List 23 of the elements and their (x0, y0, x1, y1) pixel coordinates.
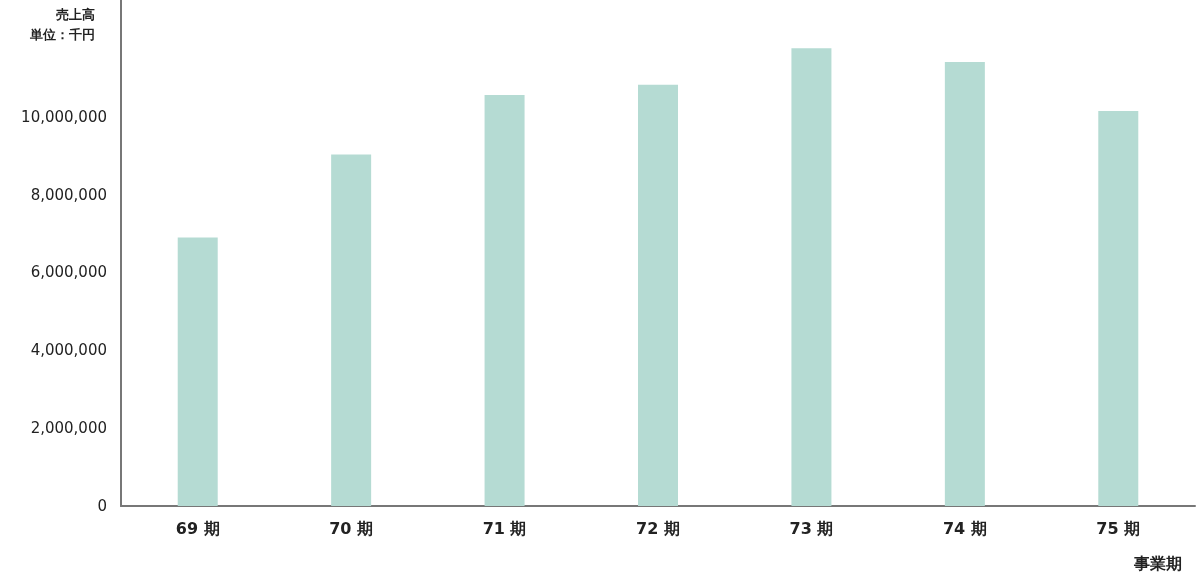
x-tick-label: 74 期 (942, 518, 987, 538)
y-tick-label: 2,000,000 (30, 419, 107, 438)
x-tick-label: 70 期 (329, 518, 374, 538)
bar (944, 61, 985, 506)
y-tick-label: 4,000,000 (30, 341, 107, 360)
x-tick-label: 75 期 (1096, 518, 1141, 538)
x-tick-label: 73 期 (789, 518, 834, 538)
bar (1098, 110, 1139, 506)
x-axis-title: 事業期 (1133, 553, 1182, 573)
y-axis-title: 売上高 (56, 7, 95, 22)
y-tick-label: 10,000,000 (21, 107, 107, 126)
y-tick-label: 8,000,000 (30, 185, 107, 204)
bar (638, 84, 678, 506)
bar (177, 237, 218, 506)
bar (484, 94, 525, 506)
bar (331, 154, 372, 506)
x-tick-label: 71 期 (482, 518, 527, 538)
x-tick-label: 72 期 (636, 518, 680, 538)
y-tick-label: 0 (97, 497, 107, 515)
y-tick-label: 6,000,000 (30, 263, 107, 282)
text: 単位：千円 (29, 27, 95, 42)
x-tick-label: 69 期 (175, 518, 220, 538)
bar (791, 48, 832, 506)
